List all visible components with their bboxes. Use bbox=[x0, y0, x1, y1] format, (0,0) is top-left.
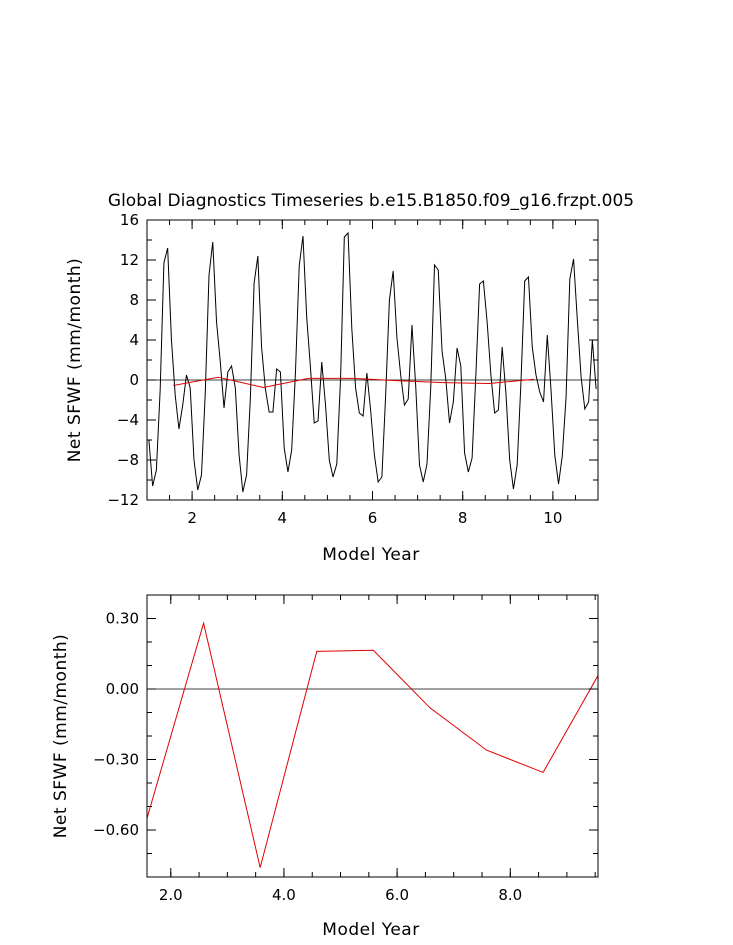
top-chart-ylabel: Net SFWF (mm/month) bbox=[65, 258, 85, 463]
series-line-0 bbox=[147, 621, 598, 868]
y-tick-label: 12 bbox=[120, 251, 139, 269]
bottom-chart-xlabel: Model Year bbox=[322, 920, 419, 940]
top-chart: Global Diagnostics Timeseries b.e15.B185… bbox=[65, 191, 634, 565]
bottom-plot-area: 2.0 4.0 6.0 8.0 −0.60 −0.30 0.00 0.30 bbox=[93, 594, 599, 904]
y-tick-label: −0.60 bbox=[93, 821, 139, 839]
x-tick-label: 8 bbox=[458, 509, 468, 527]
y-tick-label: 0.00 bbox=[106, 680, 139, 698]
y-tick-label: 4 bbox=[129, 331, 139, 349]
x-tick-label: 6 bbox=[368, 509, 378, 527]
y-tick-label: 0.30 bbox=[106, 610, 139, 628]
bottom-chart-ylabel: Net SFWF (mm/month) bbox=[51, 634, 71, 839]
y-tick-label: −4 bbox=[117, 411, 139, 429]
x-tick-label: 2.0 bbox=[159, 886, 183, 904]
y-tick-label: 8 bbox=[129, 291, 139, 309]
x-tick-label: 4 bbox=[278, 509, 288, 527]
x-tick-label: 8.0 bbox=[498, 886, 522, 904]
x-tick-label: 10 bbox=[543, 509, 562, 527]
x-tick-label: 4.0 bbox=[272, 886, 296, 904]
y-tick-label: −8 bbox=[117, 451, 139, 469]
x-tick-label: 2 bbox=[187, 509, 197, 527]
bottom-chart: Model Year Net SFWF (mm/month) 2.0 4.0 6.0… bbox=[51, 594, 599, 940]
top-chart-xlabel: Model Year bbox=[322, 545, 419, 565]
x-tick-label: 6.0 bbox=[385, 886, 409, 904]
series-line-0 bbox=[148, 231, 597, 493]
y-tick-label: −12 bbox=[107, 491, 139, 509]
y-tick-label: 0 bbox=[129, 371, 139, 389]
plot-frame bbox=[146, 219, 599, 501]
top-chart-title: Global Diagnostics Timeseries b.e15.B185… bbox=[108, 191, 634, 211]
y-tick-label: −0.30 bbox=[93, 751, 139, 769]
top-plot-area: 2 4 6 8 10 −12 −8 −4 0 4 8 12 16 bbox=[107, 211, 599, 527]
y-tick-label: 16 bbox=[120, 211, 139, 229]
series-line-1 bbox=[173, 376, 535, 389]
plot-frame bbox=[146, 594, 599, 878]
